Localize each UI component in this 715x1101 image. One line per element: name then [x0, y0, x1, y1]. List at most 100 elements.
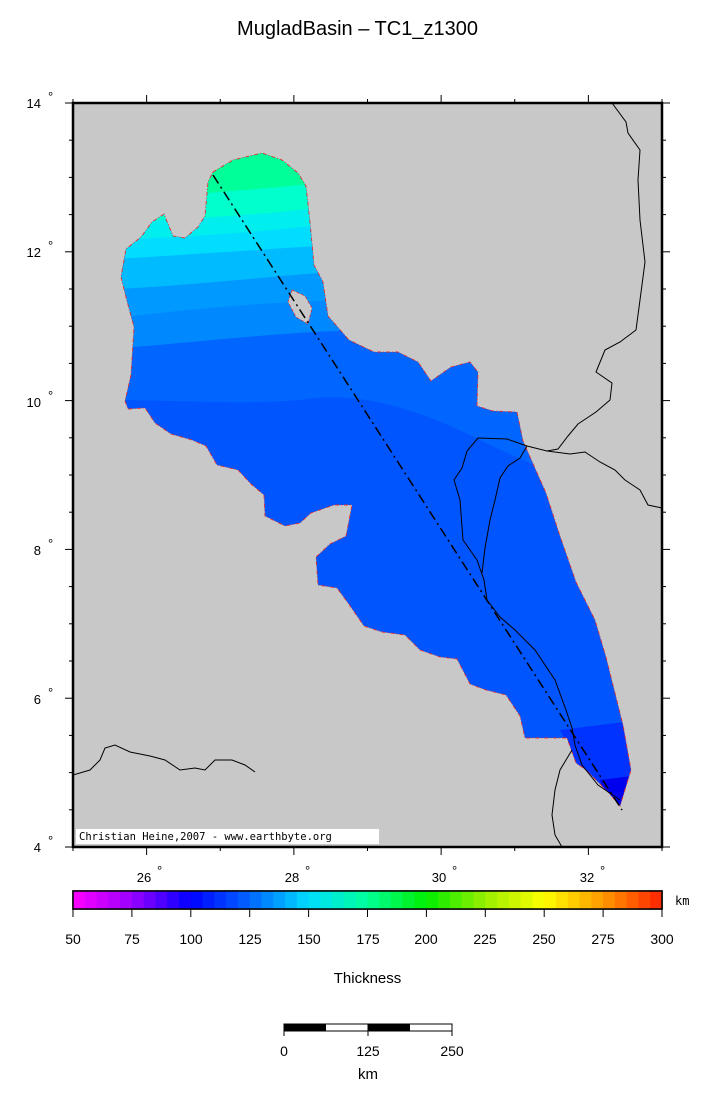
- colorbar-step: [650, 891, 663, 909]
- map-title: MugladBasin – TC1_z1300: [237, 18, 478, 40]
- colorbar-step: [591, 891, 604, 909]
- colorbar-step: [120, 891, 133, 909]
- colorbar-step: [343, 891, 357, 909]
- colorbar-step: [155, 891, 168, 909]
- colorbar-step: [520, 891, 533, 909]
- cross-section-line: [212, 174, 623, 811]
- country-borders: [73, 103, 662, 847]
- colorbar-step: [391, 891, 404, 909]
- lat-tick-label: 6: [34, 692, 41, 707]
- colorbar-step: [414, 891, 427, 909]
- longitude-axis: 26 28 30 32 ° ° ° °: [137, 863, 605, 885]
- colorbar-step: [190, 891, 204, 909]
- colorbar-step: [614, 891, 628, 909]
- degree-mark: °: [48, 536, 53, 551]
- colorbar-step: [473, 891, 486, 909]
- scale-tick-label: 125: [356, 1043, 380, 1059]
- colorbar-step: [261, 891, 274, 909]
- colorbar-step: [143, 891, 156, 909]
- colorbar-step: [214, 891, 227, 909]
- colorbar-step: [167, 891, 180, 909]
- degree-mark: °: [48, 238, 53, 253]
- colorbar-step: [555, 891, 569, 909]
- colorbar-step: [379, 891, 392, 909]
- colorbar-step: [603, 891, 616, 909]
- colorbar-tick-label: 300: [650, 931, 674, 947]
- colorbar-ticks: [72, 909, 663, 917]
- colorbar-step: [449, 891, 463, 909]
- degree-mark: °: [48, 685, 53, 700]
- colorbar-tick-label: 100: [179, 931, 203, 947]
- colorbar-step: [84, 891, 98, 909]
- lat-tick-label: 10: [27, 395, 41, 410]
- lat-tick-label: 4: [34, 840, 41, 855]
- lon-tick-label: 26: [137, 870, 151, 885]
- colorbar-tick-label: 275: [591, 931, 615, 947]
- colorbar-step: [438, 891, 451, 909]
- colorbar-step: [237, 891, 251, 909]
- colorbar-step: [579, 891, 592, 909]
- colorbar-step: [367, 891, 380, 909]
- colorbar-step: [296, 891, 310, 909]
- colorbar-step: [108, 891, 121, 909]
- colorbar-tick-label: 50: [65, 931, 81, 947]
- colorbar-tick-labels: 50 75 100 125 150 175 200 225 250 275 30…: [65, 931, 674, 947]
- colorbar-step: [426, 891, 439, 909]
- colorbar-tick-label: 175: [356, 931, 380, 947]
- degree-mark: °: [157, 863, 162, 878]
- colorbar-tick-label: 75: [124, 931, 140, 947]
- degree-mark: °: [48, 89, 53, 104]
- degree-mark: °: [452, 863, 457, 878]
- colorbar-tick-label: 150: [297, 931, 321, 947]
- colorbar-step: [226, 891, 239, 909]
- colorbar-step: [273, 891, 286, 909]
- colorbar-step: [355, 891, 368, 909]
- basin-hole: [287, 289, 313, 325]
- colorbar-tick-label: 125: [238, 931, 262, 947]
- scale-tick-label: 0: [280, 1043, 288, 1059]
- latitude-axis: 14 12 10 8 6 4 ° ° ° ° ° °: [27, 89, 54, 855]
- colorbar-step: [567, 891, 581, 909]
- colorbar-step: [332, 891, 345, 909]
- degree-mark: °: [48, 833, 53, 848]
- colorbar-step: [402, 891, 416, 909]
- lat-tick-label: 8: [34, 543, 41, 558]
- scale-bar: 0 125 250: [280, 1023, 464, 1059]
- scale-tick-label: 250: [440, 1043, 464, 1059]
- colorbar-step: [544, 891, 557, 909]
- colorbar-step: [626, 891, 639, 909]
- credit-box: [76, 829, 379, 844]
- colorbar-step: [497, 891, 510, 909]
- colorbar-unit: km: [675, 894, 689, 908]
- colorbar-step: [179, 891, 192, 909]
- colorbar-step: [202, 891, 215, 909]
- colorbar-step: [73, 891, 86, 909]
- colorbar-step: [285, 891, 298, 909]
- colorbar-step: [131, 891, 145, 909]
- credit-text: Christian Heine,2007 - www.earthbyte.org: [79, 831, 332, 843]
- colorbar-tick-label: 250: [532, 931, 556, 947]
- colorbar-step: [485, 891, 498, 909]
- scale-unit: km: [358, 1066, 378, 1083]
- lon-tick-label: 28: [285, 870, 299, 885]
- colorbar-step: [96, 891, 109, 909]
- colorbar-step: [508, 891, 522, 909]
- basin-outline: [120, 152, 632, 807]
- colorbar-step: [461, 891, 475, 909]
- lat-tick-label: 12: [27, 245, 41, 260]
- frame-ticks: [65, 95, 670, 855]
- colorbar-steps: [72, 890, 663, 910]
- degree-mark: °: [305, 863, 310, 878]
- lat-tick-label: 14: [27, 96, 41, 111]
- colorbar-step: [320, 891, 333, 909]
- colorbar-step: [638, 891, 651, 909]
- degree-mark: °: [600, 863, 605, 878]
- colorbar-step: [532, 891, 545, 909]
- colorbar-step: [308, 891, 321, 909]
- degree-mark: °: [48, 388, 53, 403]
- lon-tick-label: 32: [580, 870, 594, 885]
- colorbar-label: Thickness: [333, 970, 402, 987]
- colorbar-tick-label: 225: [473, 931, 497, 947]
- colorbar-step: [249, 891, 262, 909]
